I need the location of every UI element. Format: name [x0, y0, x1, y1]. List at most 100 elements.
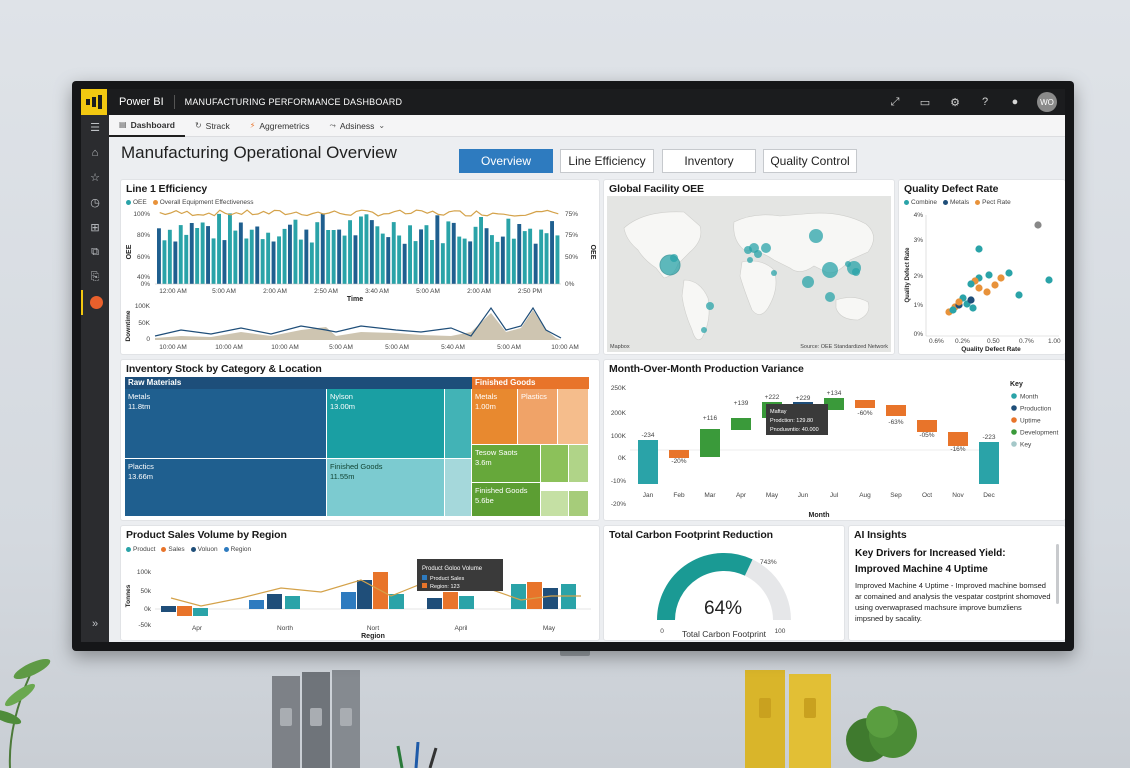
treemap-tile-fg-metals[interactable]: Metals 1.00m: [472, 389, 518, 445]
subnav-aggremetrics[interactable]: ⚡ Aggremetrics: [240, 115, 320, 137]
treemap-tile-small-4[interactable]: [541, 445, 569, 483]
tab-inventory[interactable]: Inventory: [662, 149, 756, 173]
app-logo-icon[interactable]: [81, 290, 109, 315]
sales-bar: [177, 606, 192, 616]
tile-value: 5.6be: [475, 496, 494, 506]
defect-point: [991, 281, 999, 289]
inventory-treemap[interactable]: Raw Materials Finished Goods Metals 11.8t…: [125, 377, 595, 517]
tab-quality-control[interactable]: Quality Control: [763, 149, 857, 173]
home-icon[interactable]: ⌂: [91, 146, 99, 159]
legend-item[interactable]: Metals: [943, 199, 969, 206]
inventory-card[interactable]: Inventory Stock by Category & Location R…: [121, 360, 599, 520]
legend-item[interactable]: Sales: [161, 546, 185, 553]
x-tick: 0.6%: [929, 338, 944, 345]
sales-bar: [285, 596, 300, 609]
carbon-footprint-card[interactable]: Total Carbon Footprint Reduction 0 100 7…: [604, 526, 844, 640]
share-icon: ⤳: [329, 120, 336, 130]
treemap-tile-small-5[interactable]: [569, 445, 589, 483]
legend-item[interactable]: Overall Equipment Effectiveness: [152, 199, 254, 206]
legend-item[interactable]: Region: [223, 546, 251, 553]
treemap-tile-small-7[interactable]: [569, 491, 589, 517]
defect-point: [997, 274, 1005, 282]
avatar[interactable]: WO: [1037, 92, 1057, 112]
tab-overview[interactable]: Overview: [459, 149, 553, 173]
legend-item[interactable]: Combine: [904, 199, 937, 206]
defect-point: [1034, 221, 1042, 229]
world-map[interactable]: Mapbox Source: OEE Standardized Network: [604, 180, 894, 354]
oee-bar: [424, 225, 429, 284]
x-ticks: 12:00 AM 5:00 AM 2:00 AM 2:50 AM 3:40 AM 5:00…: [159, 288, 542, 295]
tile-label: Plactics: [128, 462, 154, 471]
oee-bar: [451, 222, 456, 284]
treemap-tile-small-1[interactable]: [445, 389, 472, 459]
power-bi-logo-icon[interactable]: [81, 89, 107, 115]
binders-yellow: [745, 670, 831, 768]
treemap-tile-small-3[interactable]: [558, 389, 589, 445]
expand-chevron-icon[interactable]: »: [91, 617, 99, 630]
treemap-tile-small-2[interactable]: [445, 459, 472, 517]
y-tick: -50k: [138, 622, 151, 629]
x-tick: Apr: [736, 492, 747, 499]
help-icon[interactable]: ?: [981, 96, 989, 108]
legend-item[interactable]: OEE: [126, 199, 147, 206]
legend-item[interactable]: Product: [126, 546, 155, 553]
gear-icon[interactable]: ⚙: [950, 96, 960, 109]
defect-point: [1045, 276, 1053, 284]
present-icon[interactable]: ▭: [919, 96, 931, 109]
workspace-icon[interactable]: ⧉: [91, 246, 99, 258]
deploy-icon[interactable]: ⎘: [90, 271, 100, 283]
treemap-tile-plactics[interactable]: Plactics 13.66m: [125, 459, 327, 517]
line-efficiency-card[interactable]: Line 1 Efficiency OEE Overall Equipment …: [121, 180, 599, 354]
tab-line-efficiency[interactable]: Line Efficiency: [560, 149, 654, 173]
quality-defect-card[interactable]: Quality Defect Rate Combine Metals Pect …: [899, 180, 1065, 354]
oee-bar: [217, 213, 221, 284]
key-swatch: [1011, 417, 1017, 423]
oee-bar: [320, 213, 325, 284]
product-sales-card[interactable]: Product Sales Volume by Region Product S…: [121, 526, 599, 640]
y-axis-label-right: OEE: [589, 245, 596, 260]
legend-label: Metals: [950, 199, 970, 206]
treemap-tile-finished-goods[interactable]: Finished Goods 11.55m: [327, 459, 445, 517]
oee-bar: [468, 241, 473, 284]
treemap-tile-metals[interactable]: Metals 11.8tm: [125, 389, 327, 459]
subnav-dashboard[interactable]: ▤ Dashboard: [109, 115, 185, 137]
treemap-tile-small-6[interactable]: [541, 491, 569, 517]
waterfall-bar: [731, 418, 751, 430]
global-oee-card[interactable]: Global Facility OEE Mapbox: [604, 180, 894, 354]
legend-item[interactable]: Pect Rate: [975, 199, 1011, 206]
treemap-tile-fg-plastics[interactable]: Plastics: [518, 389, 558, 445]
legend-item[interactable]: Voluon: [190, 546, 218, 553]
treemap-tile-fg-finished[interactable]: Finished Goods 5.6be: [472, 483, 541, 517]
y-tick: 60%: [137, 254, 150, 261]
card-title: AI Insights: [854, 529, 907, 541]
subnav-strack[interactable]: ↻ Strack: [185, 115, 240, 137]
ai-scrollbar[interactable]: [1056, 544, 1059, 604]
oee-bar: [244, 238, 249, 284]
apps-icon[interactable]: ⊞: [90, 222, 100, 234]
mom-variance-card[interactable]: Month-Over-Month Production Variance 250…: [604, 360, 1065, 520]
x-tick: 5:00 AM: [416, 288, 440, 295]
star-icon[interactable]: ☆: [90, 172, 100, 184]
treemap-tile-nylson[interactable]: Nylson 13.00m: [327, 389, 445, 459]
feedback-icon[interactable]: ●: [1011, 96, 1019, 108]
map-source: Source: OEE Standardized Network: [800, 344, 888, 350]
line-efficiency-chart: 100% 80% 60% 40% 0% OEE 75% 75% 50% 0% O…: [125, 209, 596, 351]
sales-bar: [427, 598, 442, 609]
y-tick: 2%: [914, 273, 924, 280]
lower-x-tick: 10:00 AM: [215, 344, 242, 351]
y-tick: 3%: [914, 237, 924, 244]
treemap-tile-tesow[interactable]: Tesow Saots 3.6m: [472, 445, 541, 483]
expand-icon[interactable]: ⤢: [890, 95, 900, 108]
subnav-adsiness[interactable]: ⤳ Adsiness ⌄: [319, 115, 395, 137]
treemap-group-raw-materials[interactable]: Raw Materials: [125, 377, 472, 389]
ai-insights-card[interactable]: AI Insights Key Drivers for Increased Yi…: [849, 526, 1065, 640]
waterfall-label: -223: [982, 434, 995, 441]
treemap-group-finished-goods[interactable]: Finished Goods: [472, 377, 589, 389]
clock-icon[interactable]: ◷: [90, 197, 100, 209]
menu-icon[interactable]: ☰: [90, 122, 100, 134]
x-tick: Nov: [952, 492, 964, 499]
oee-bar: [440, 243, 445, 284]
topbar-actions: ⤢ ▭ ⚙ ? ● WO: [887, 89, 1057, 115]
oee-bar: [511, 238, 516, 284]
tile-value: 11.55m: [330, 472, 355, 482]
